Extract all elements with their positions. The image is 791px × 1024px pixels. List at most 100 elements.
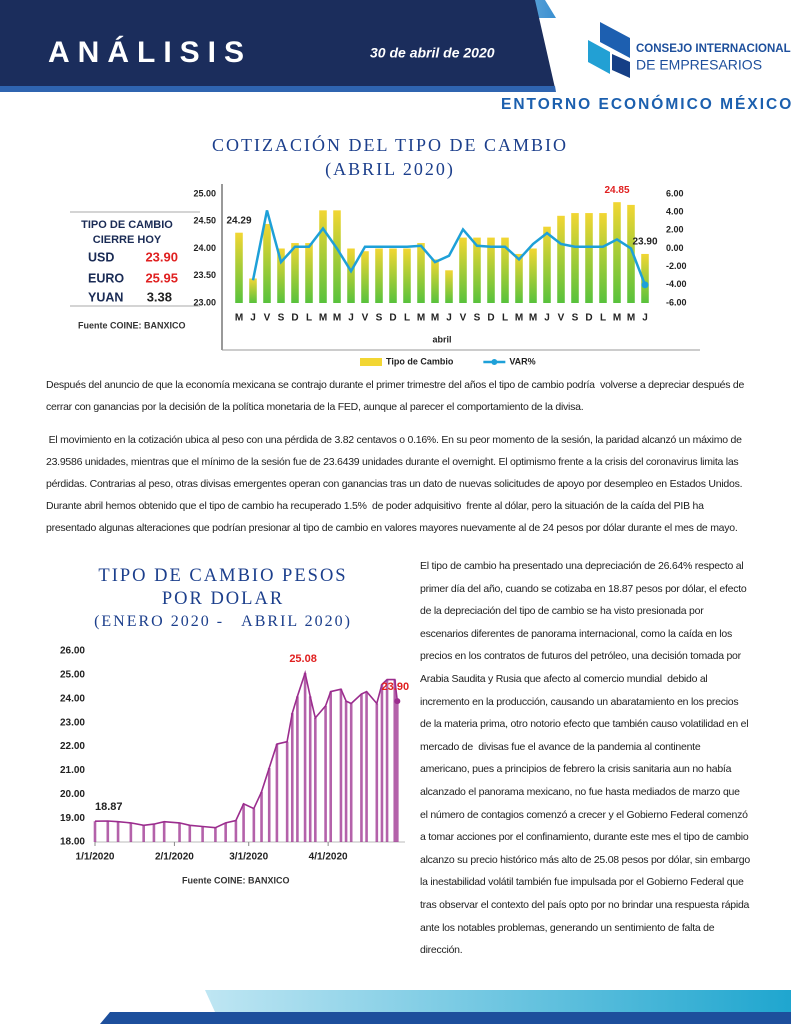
bar (291, 243, 299, 303)
y-tick-label: 24.50 (193, 216, 216, 226)
x-tick-label: V (362, 313, 369, 324)
x-tick-label: V (460, 313, 467, 324)
bar (571, 213, 579, 303)
y-tick-label: 26.00 (60, 646, 85, 657)
paragraph: El tipo de cambio ha presentado una depr… (420, 560, 753, 957)
x-tick-label: L (502, 313, 508, 324)
paragraph: El movimiento en la cotización ubica al … (46, 434, 745, 534)
bar (487, 237, 495, 303)
bar (375, 703, 379, 842)
bar (252, 808, 256, 842)
y-tick-label: 19.00 (60, 813, 85, 824)
bar (380, 684, 384, 842)
table-title: CIERRE HOY (93, 234, 162, 246)
x-tick-label: 2/1/2020 (155, 852, 194, 863)
bar (515, 253, 523, 303)
y2-tick-label: -2.00 (666, 261, 687, 271)
x-tick-label: S (474, 313, 481, 324)
x-tick-label: S (572, 313, 579, 324)
footer-band (100, 1012, 791, 1024)
header-band (0, 0, 555, 88)
bar (201, 826, 204, 842)
logo-text: DE EMPRESARIOS (636, 57, 762, 73)
y-tick-label: 25.00 (193, 188, 216, 198)
data-label: 24.85 (604, 185, 629, 196)
x-tick-label: M (333, 313, 341, 324)
y2-tick-label: -4.00 (666, 279, 687, 289)
bar (93, 821, 97, 842)
bar (361, 251, 369, 303)
bar (249, 278, 257, 303)
currency: YUAN (88, 290, 123, 304)
x-tick-label: M (613, 313, 621, 324)
logo-text: CONSEJO INTERNACIONAL (636, 43, 791, 55)
currency: EURO (88, 271, 124, 285)
bar (116, 821, 120, 842)
x-tick-label: M (319, 313, 327, 324)
y-tick-label: 25.00 (60, 670, 85, 681)
bar (319, 210, 327, 303)
legend-label: Tipo de Cambio (386, 356, 454, 366)
bar (290, 713, 294, 842)
x-tick-label: M (431, 313, 439, 324)
footer-strip (205, 990, 791, 1012)
chart-subtitle: (ENERO 2020 - ABRIL 2020) (94, 613, 352, 630)
y-tick-label: 23.00 (193, 297, 216, 307)
bar (242, 803, 245, 842)
header-date: 30 de abril de 2020 (370, 45, 495, 61)
x-tick-label: M (627, 313, 635, 324)
x-tick-label: S (376, 313, 383, 324)
bar (396, 701, 399, 842)
rate: 25.95 (145, 270, 178, 285)
bar (445, 270, 453, 303)
bar (234, 820, 238, 842)
data-label: 18.87 (95, 801, 123, 813)
x-tick-label: M (417, 313, 425, 324)
bar (188, 825, 192, 842)
x-tick-label: M (529, 313, 537, 324)
x-tick-label: 3/1/2020 (229, 852, 268, 863)
bar (385, 679, 389, 842)
x-tick-label: S (278, 313, 285, 324)
bar (305, 243, 313, 303)
bar (557, 215, 565, 303)
x-tick-label: D (389, 313, 396, 324)
header-title: ANÁLISIS (48, 35, 252, 69)
legend-swatch (360, 358, 382, 366)
y-tick-label: 21.00 (60, 765, 85, 776)
chart-subtitle: (ABRIL 2020) (325, 159, 455, 179)
bar (501, 237, 509, 303)
rate-table: TIPO DE CAMBIO CIERRE HOY USD 23.90 EURO… (70, 211, 200, 307)
bar (613, 202, 621, 303)
y2-tick-label: 4.00 (666, 207, 684, 217)
chart-title: COTIZACIÓN DEL TIPO DE CAMBIO (212, 135, 568, 155)
bar (275, 744, 279, 842)
legend-label: VAR% (509, 356, 535, 366)
bar (224, 822, 227, 842)
bar (296, 696, 299, 842)
bar (389, 248, 397, 303)
x-tick-label: J (348, 313, 354, 324)
header-rule (0, 86, 556, 92)
y2-tick-label: 6.00 (666, 188, 684, 198)
y-tick-label: 24.00 (193, 243, 216, 253)
x-tick-label: L (306, 313, 312, 324)
x-tick-label: J (250, 313, 256, 324)
bar (473, 237, 481, 303)
bar (303, 672, 307, 842)
x-tick-label: M (515, 313, 523, 324)
legend-swatch (491, 359, 498, 365)
bar (585, 213, 593, 303)
data-label: 23.90 (632, 237, 657, 248)
x-tick-label: J (642, 313, 648, 324)
paragraph: Después del anuncio de que la economía m… (46, 379, 747, 413)
x-tick-label: L (600, 313, 606, 324)
y-tick-label: 20.00 (60, 789, 85, 800)
bar (599, 213, 607, 303)
bar (431, 259, 439, 303)
bar (260, 791, 263, 842)
rate: 23.90 (145, 249, 178, 264)
bar (235, 232, 243, 303)
